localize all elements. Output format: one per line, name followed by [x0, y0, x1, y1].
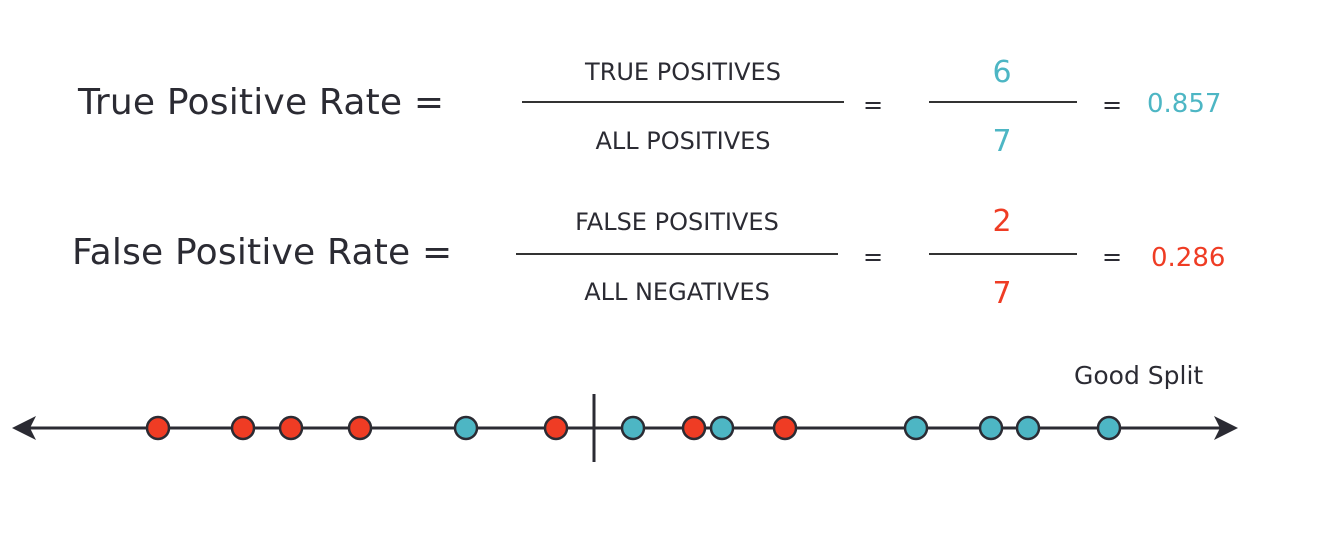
fpr-label: False Positive Rate =: [72, 232, 453, 273]
arrow-right-icon: [1214, 416, 1238, 440]
tpr-label: True Positive Rate =: [78, 82, 445, 123]
tpr-result: 0.857: [1147, 89, 1222, 119]
arrow-left-icon: [12, 416, 36, 440]
positive-point: [1015, 415, 1041, 441]
fpr-equals-sign-2: =: [1101, 243, 1123, 271]
negative-point: [347, 415, 373, 441]
positive-point: [709, 415, 735, 441]
tpr-equals-sign-1: =: [862, 91, 884, 119]
positive-point: [453, 415, 479, 441]
positive-point: [903, 415, 929, 441]
negative-point: [230, 415, 256, 441]
negative-point: [681, 415, 707, 441]
tpr-denominator-value: 7: [992, 124, 1012, 159]
data-points: [145, 415, 1122, 441]
fpr-fraction-line: [516, 253, 838, 255]
fpr-value-fraction-line: [929, 253, 1077, 255]
positive-point: [1096, 415, 1122, 441]
fpr-result: 0.286: [1151, 243, 1226, 273]
fpr-numerator-value: 2: [992, 204, 1012, 239]
tpr-numerator-value: 6: [992, 55, 1012, 90]
negative-point: [543, 415, 569, 441]
positive-point: [620, 415, 646, 441]
split-label: Good Split: [1074, 361, 1204, 390]
fpr-denominator-value: 7: [992, 276, 1012, 311]
fpr-equals-sign-1: =: [862, 243, 884, 271]
tpr-denominator-term: ALL POSITIVES: [595, 127, 771, 155]
tpr-fraction-line: [522, 101, 844, 103]
tpr-value-fraction-line: [929, 101, 1077, 103]
negative-point: [278, 415, 304, 441]
fpr-numerator-term: FALSE POSITIVES: [575, 208, 779, 236]
tpr-numerator-term: TRUE POSITIVES: [585, 58, 781, 86]
tpr-equals-sign-2: =: [1101, 91, 1123, 119]
positive-point: [978, 415, 1004, 441]
number-line: [12, 394, 1238, 462]
negative-point: [772, 415, 798, 441]
fpr-denominator-term: ALL NEGATIVES: [584, 278, 770, 306]
negative-point: [145, 415, 171, 441]
